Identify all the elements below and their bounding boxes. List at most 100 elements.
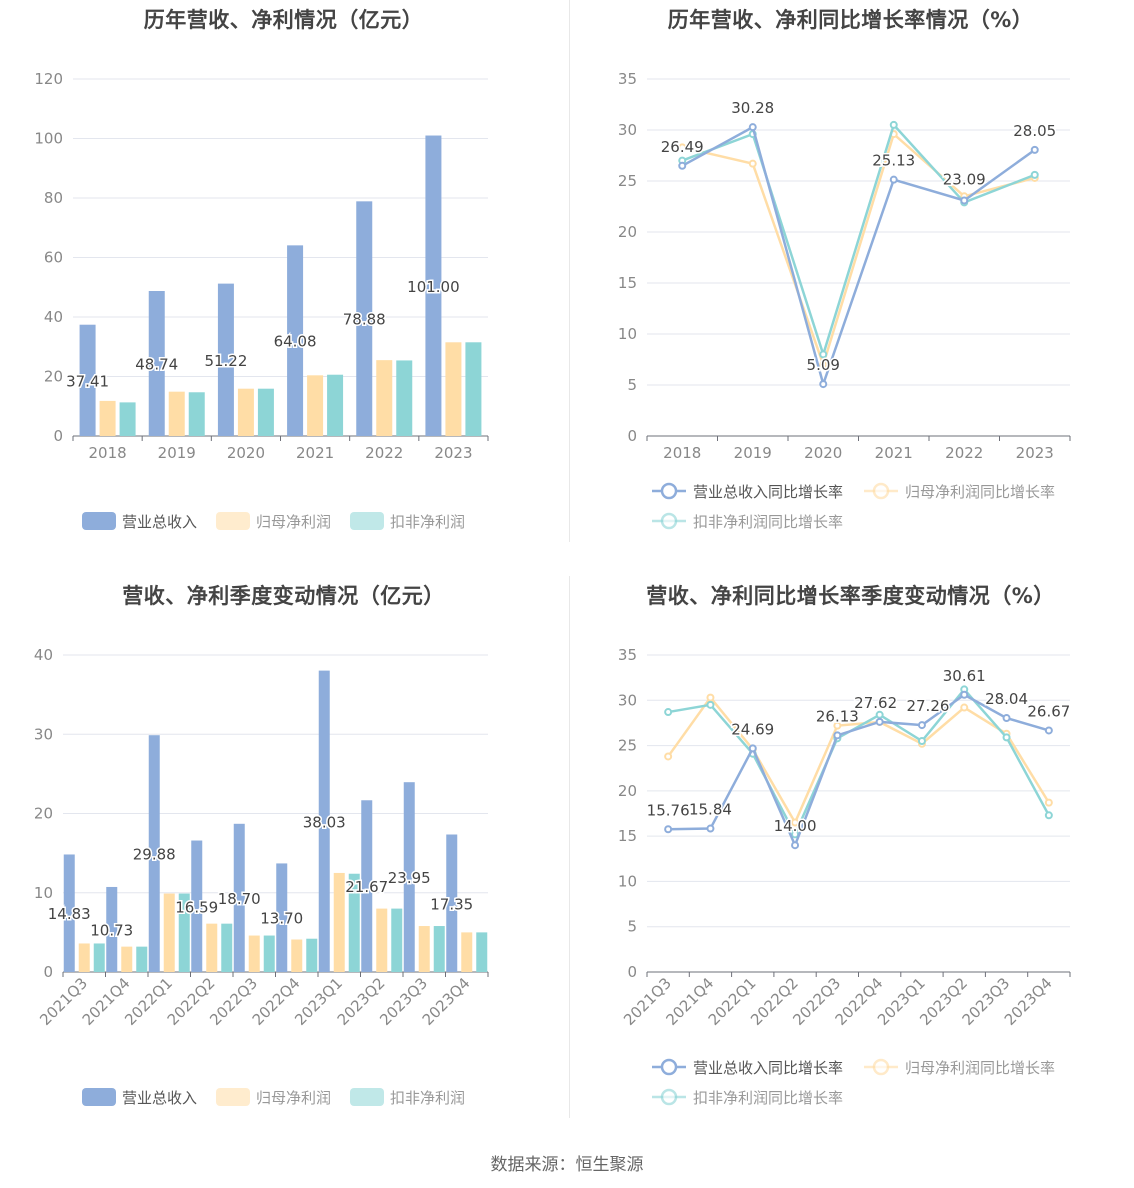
bar-deducted-profit <box>221 923 233 972</box>
bar-net-profit <box>418 926 430 972</box>
data-label: 30.28 <box>731 99 774 117</box>
bar-revenue <box>446 834 458 972</box>
bar-revenue <box>63 854 75 972</box>
data-point <box>917 737 926 746</box>
x-tick-label: 2023Q4 <box>419 974 474 1029</box>
legend-label: 营业总收入 <box>122 513 197 531</box>
data-label: 5.09 <box>807 356 840 374</box>
data-point <box>889 120 898 129</box>
data-point <box>819 350 828 359</box>
data-label: 38.03 <box>303 813 346 831</box>
x-tick-label: 2023Q4 <box>1001 974 1056 1029</box>
chart-quarterly-revenue-profit: 营收、净利季度变动情况（亿元） 0 10 20 30 40 2021Q3 2021Q4 202… <box>0 576 567 1136</box>
data-point <box>791 818 800 827</box>
data-point <box>875 710 884 719</box>
data-point <box>833 721 842 730</box>
y-tick-label: 10 <box>618 872 637 890</box>
bar-deducted-profit <box>136 946 148 972</box>
legend-label: 营业总收入同比增长率 <box>693 483 843 501</box>
legend-label: 扣非净利润同比增长率 <box>693 513 843 531</box>
series-line <box>667 695 1050 826</box>
data-point <box>889 175 898 184</box>
data-label: 28.04 <box>985 690 1028 708</box>
bar-deducted-profit <box>396 360 413 436</box>
data-point <box>1002 733 1011 742</box>
data-label: 18.70 <box>218 890 261 908</box>
data-point <box>1044 726 1053 735</box>
x-tick-label: 2020 <box>804 444 842 462</box>
bar-revenue <box>318 670 330 972</box>
data-label: 25.13 <box>872 152 915 170</box>
legend-swatch <box>350 512 384 530</box>
chart-quarterly-growth-rate-svg: 051015202530352021Q32021Q42022Q12022Q220… <box>618 646 1072 1107</box>
bar-net-profit <box>291 939 303 972</box>
legend-label: 营业总收入同比增长率 <box>693 1059 843 1077</box>
chart-annual-revenue-profit-svg: 0 20 40 60 80 100 120 2018 2019 2020 2021 2022 2023 3… <box>34 70 489 531</box>
bar-net-profit <box>168 391 185 436</box>
bar-net-profit <box>445 342 462 436</box>
data-point <box>1044 811 1053 820</box>
bar-revenue <box>425 135 442 436</box>
x-tick-label: 2018 <box>663 444 701 462</box>
legend-label: 扣非净利润同比增长率 <box>693 1089 843 1107</box>
x-tick-label: 2021 <box>296 444 334 462</box>
bar-deducted-profit <box>433 926 445 972</box>
data-label: 17.35 <box>430 895 473 913</box>
y-tick-label: 80 <box>44 189 63 207</box>
bar-deducted-profit <box>306 938 318 972</box>
x-tick-label: 2021 <box>875 444 913 462</box>
data-label: 101.00 <box>407 278 460 296</box>
data-point <box>748 744 757 753</box>
bar-deducted-profit <box>391 908 403 972</box>
data-point <box>664 825 673 834</box>
legend-label: 归母净利润同比增长率 <box>905 483 1055 501</box>
chart-annual-growth-rate-svg: 0 5 10 15 20 25 30 35 2018 2019 2020 2021 2022 2023 26… <box>618 70 1071 531</box>
data-point <box>748 123 757 132</box>
chart-title: 营收、净利同比增长率季度变动情况（%） <box>646 584 1055 608</box>
series-line <box>667 687 1050 838</box>
data-label: 29.88 <box>133 846 176 864</box>
bar-net-profit <box>163 893 175 972</box>
bar-revenue <box>148 735 160 972</box>
data-point <box>678 143 687 152</box>
data-point <box>960 196 969 205</box>
y-tick-label: 30 <box>34 725 53 743</box>
data-point <box>1044 798 1053 807</box>
bar-deducted-profit <box>263 935 275 972</box>
x-tick-label: 2023 <box>434 444 472 462</box>
legend-label: 营业总收入 <box>122 1089 197 1107</box>
y-tick-label: 25 <box>618 172 637 190</box>
data-point <box>819 360 828 369</box>
bar-deducted-profit <box>119 402 136 436</box>
data-label: 10.73 <box>90 921 133 939</box>
data-point <box>706 824 715 833</box>
y-tick-label: 15 <box>618 827 637 845</box>
bar-revenue <box>217 283 234 436</box>
y-tick-label: 30 <box>618 691 637 709</box>
data-label: 15.76 <box>647 801 690 819</box>
bar-net-profit <box>376 908 388 972</box>
series-line <box>668 693 1050 849</box>
data-label: 28.05 <box>1013 122 1056 140</box>
data-label: 14.83 <box>48 905 91 923</box>
y-tick-label: 20 <box>618 223 637 241</box>
y-tick-label: 0 <box>627 427 637 445</box>
chart-title: 历年营收、净利同比增长率情况（%） <box>667 8 1034 32</box>
bar-deducted-profit <box>327 374 344 436</box>
data-point <box>791 841 800 850</box>
x-tick-label: 2020 <box>227 444 265 462</box>
divider-bottom <box>569 576 570 1118</box>
legend-marker <box>872 1058 890 1076</box>
legend-label: 归母净利润同比增长率 <box>905 1059 1055 1077</box>
data-point <box>664 752 673 761</box>
chart-title: 历年营收、净利情况（亿元） <box>143 8 424 32</box>
bar-net-profit <box>99 400 116 436</box>
y-tick-label: 15 <box>618 274 637 292</box>
legend-marker <box>660 482 678 500</box>
bar-deducted-profit <box>93 943 105 972</box>
y-tick-label: 0 <box>43 963 53 981</box>
series-line <box>681 125 1036 389</box>
y-tick-label: 5 <box>627 918 637 936</box>
y-tick-label: 10 <box>34 884 53 902</box>
bar-net-profit <box>461 932 473 972</box>
